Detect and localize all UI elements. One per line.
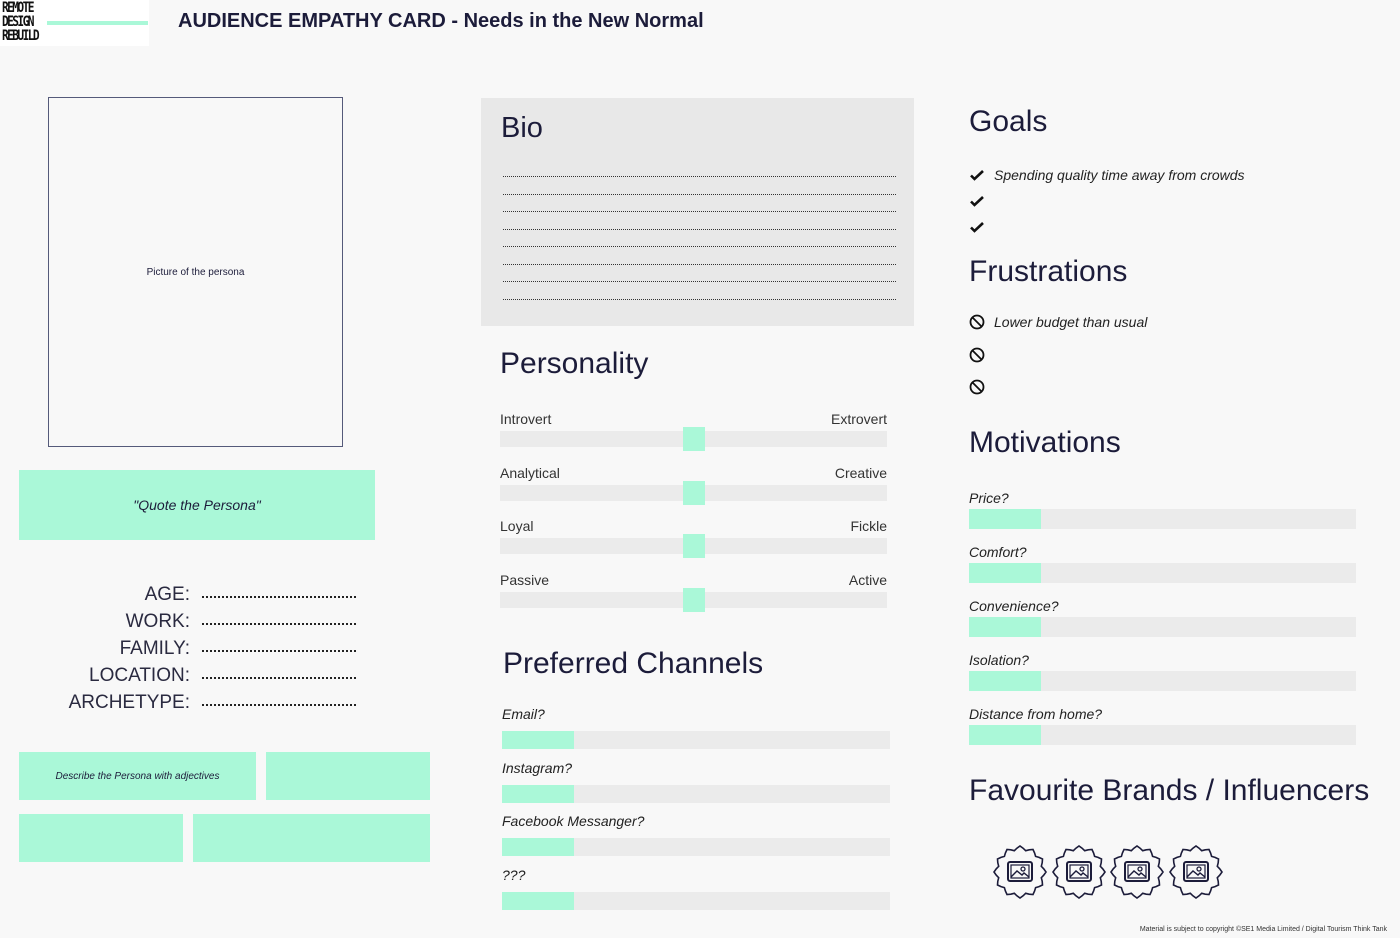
prohibited-icon (969, 347, 985, 363)
persona-picture-placeholder[interactable]: Picture of the persona (48, 97, 343, 447)
field-age[interactable]: AGE: (0, 584, 360, 611)
bar-track[interactable] (502, 784, 890, 803)
picture-label: Picture of the persona (146, 266, 245, 278)
bio-dotted-line[interactable] (503, 176, 896, 177)
bar-fill (502, 731, 574, 749)
bar-track[interactable] (969, 617, 1356, 637)
copyright-footer: Material is subject to copyright ©SE1 Me… (1139, 926, 1387, 933)
field-label: WORK: (125, 611, 190, 632)
bar-fill (502, 838, 574, 856)
field-value-dots[interactable] (202, 650, 356, 652)
adjective-box[interactable] (19, 814, 183, 862)
list-item-text[interactable]: Spending quality time away from crowds (994, 167, 1245, 183)
persona-quote[interactable]: "Quote the Persona" (19, 470, 375, 540)
field-value-dots[interactable] (202, 677, 356, 679)
brand-image-placeholder-icon[interactable] (1168, 845, 1223, 899)
prohibited-icon (969, 314, 985, 330)
bio-dotted-line[interactable] (503, 211, 896, 212)
bio-dotted-line[interactable] (503, 246, 896, 247)
bar-fill (502, 784, 574, 803)
bio-dotted-line[interactable] (503, 228, 896, 230)
bio-dotted-line[interactable] (503, 263, 896, 265)
trait-right-label: Active (848, 572, 887, 589)
bar-label: Instagram? (502, 759, 573, 776)
bar-fill (969, 725, 1041, 745)
field-label: LOCATION: (89, 665, 190, 686)
adjective-box[interactable] (266, 752, 430, 800)
logo-line (47, 21, 148, 25)
list-item-text[interactable]: Lower budget than usual (994, 314, 1148, 330)
field-label: AGE: (144, 584, 190, 605)
field-value-dots[interactable] (202, 596, 356, 598)
bio-panel[interactable]: Bio (481, 98, 914, 326)
bar-label: Isolation? (969, 652, 1029, 668)
frustrations-title: Frustrations (969, 255, 1128, 288)
bio-dotted-line[interactable] (503, 298, 896, 300)
check-icon (969, 167, 985, 183)
trait-left-label: Introvert (500, 411, 552, 427)
trait-right-label: Fickle (850, 518, 887, 535)
bio-dotted-line[interactable] (503, 193, 896, 195)
bar-track[interactable] (502, 891, 890, 910)
trait-slider-thumb[interactable] (682, 480, 705, 505)
bar-track[interactable] (502, 838, 890, 856)
field-label: ARCHETYPE: (68, 692, 190, 713)
quote-text: "Quote the Persona" (133, 497, 261, 513)
bar-label: Convenience? (969, 598, 1059, 614)
field-label: FAMILY: (119, 638, 190, 659)
trait-right-label: Extrovert (830, 411, 887, 427)
motivations-title: Motivations (969, 426, 1121, 459)
personality-title: Personality (500, 347, 649, 380)
brand-image-placeholder-icon[interactable] (993, 845, 1047, 899)
bar-track[interactable] (969, 563, 1356, 583)
adjective-box[interactable]: Describe the Persona with adjectives (19, 752, 256, 800)
check-icon (969, 193, 985, 209)
field-archetype[interactable]: ARCHETYPE: (0, 692, 360, 719)
bar-fill (969, 617, 1041, 637)
bar-label: Email? (502, 706, 545, 722)
bar-fill (969, 563, 1041, 583)
bar-fill (502, 891, 574, 910)
logo-text: REMOTE DESIGN REBUILD (2, 0, 40, 44)
trait-slider-thumb[interactable] (682, 588, 705, 613)
page-title: AUDIENCE EMPATHY CARD - Needs in the New… (178, 10, 704, 32)
bio-title: Bio (501, 112, 543, 144)
bio-dotted-line[interactable] (503, 281, 896, 282)
trait-left-label: Passive (500, 572, 550, 589)
trait-left-label: Loyal (500, 518, 534, 535)
bar-fill (969, 671, 1041, 691)
bar-label: Price? (969, 490, 1009, 506)
trait-slider-thumb[interactable] (682, 427, 705, 451)
brands-title: Favourite Brands / Influencers (969, 774, 1370, 807)
trait-right-label: Creative (834, 464, 887, 481)
bar-label: Comfort? (969, 544, 1027, 560)
goals-title: Goals (969, 105, 1048, 138)
field-value-dots[interactable] (202, 704, 356, 706)
brand-image-placeholder-icon[interactable] (1110, 845, 1164, 899)
check-icon (969, 219, 985, 235)
bar-label: ??? (502, 866, 526, 883)
trait-slider-thumb[interactable] (682, 534, 705, 559)
bar-track[interactable] (969, 725, 1356, 745)
field-value-dots[interactable] (202, 623, 356, 625)
field-work[interactable]: WORK: (0, 611, 360, 638)
bar-track[interactable] (969, 671, 1356, 691)
adjective-box[interactable] (193, 814, 430, 862)
channels-title: Preferred Channels (503, 647, 764, 680)
bar-track[interactable] (969, 509, 1356, 529)
prohibited-icon (969, 379, 985, 395)
brand-image-placeholder-icon[interactable] (1051, 845, 1106, 899)
bar-label: Distance from home? (969, 706, 1103, 722)
field-location[interactable]: LOCATION: (0, 665, 360, 692)
logo: REMOTE DESIGN REBUILD (0, 0, 149, 46)
bar-track[interactable] (502, 731, 890, 749)
field-family[interactable]: FAMILY: (0, 638, 360, 665)
bar-fill (969, 509, 1041, 529)
bar-label: Facebook Messanger? (502, 813, 645, 829)
trait-left-label: Analytical (500, 464, 560, 481)
